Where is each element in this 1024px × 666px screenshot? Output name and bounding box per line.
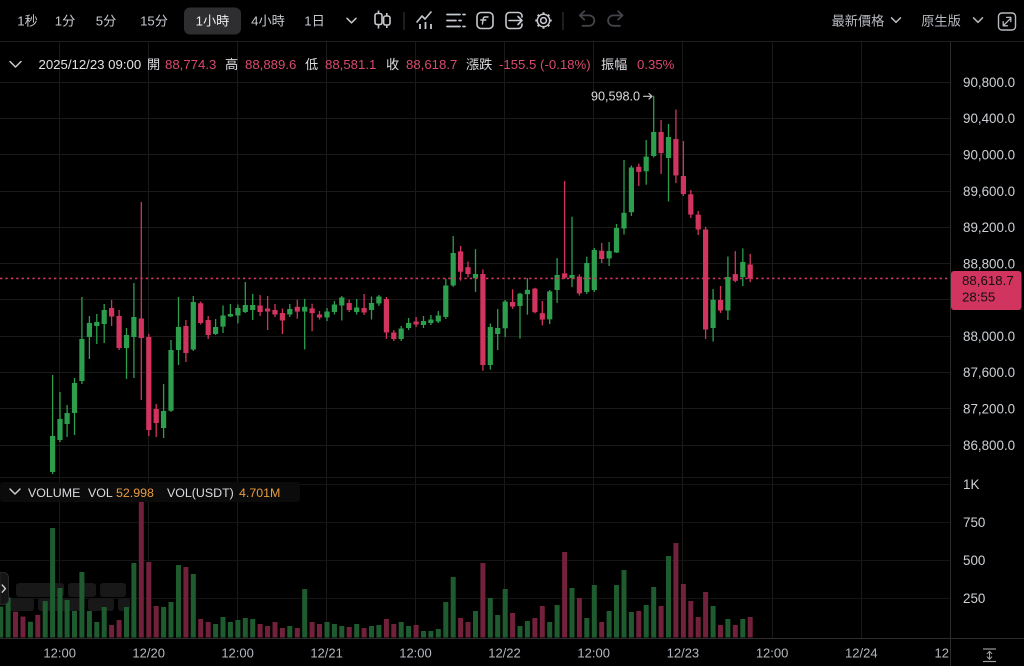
svg-text:振幅: 振幅 [601, 57, 627, 72]
svg-text:88,581.1: 88,581.1 [325, 57, 376, 72]
svg-text:750: 750 [963, 515, 985, 530]
svg-text:88,618.7: 88,618.7 [962, 273, 1014, 288]
svg-text:1秒: 1秒 [17, 14, 38, 29]
svg-text:90,800.0: 90,800.0 [963, 75, 1015, 90]
svg-text:52.998: 52.998 [116, 486, 154, 500]
svg-text:12/20: 12/20 [132, 646, 165, 661]
svg-text:12: 12 [935, 646, 949, 661]
svg-text:15分: 15分 [140, 14, 168, 29]
svg-text:90,400.0: 90,400.0 [963, 111, 1015, 126]
svg-text:90,598.0: 90,598.0 [591, 90, 640, 104]
svg-text:88,889.6: 88,889.6 [245, 57, 296, 72]
svg-text:89,600.0: 89,600.0 [963, 184, 1015, 199]
svg-text:28:55: 28:55 [962, 290, 995, 305]
svg-text:VOL: VOL [88, 486, 113, 500]
svg-text:1小時: 1小時 [196, 14, 230, 29]
svg-text:1日: 1日 [304, 14, 325, 29]
svg-text:89,200.0: 89,200.0 [963, 220, 1015, 235]
svg-text:0.35%: 0.35% [637, 57, 675, 72]
svg-text:12/22: 12/22 [488, 646, 521, 661]
svg-text:87,600.0: 87,600.0 [963, 365, 1015, 380]
svg-text:最新價格: 最新價格 [832, 14, 885, 29]
svg-text:12/24: 12/24 [845, 646, 878, 661]
svg-text:高: 高 [225, 56, 238, 72]
svg-text:開: 開 [147, 57, 160, 72]
svg-text:收: 收 [386, 57, 399, 72]
svg-text:4.701M: 4.701M [239, 486, 280, 500]
svg-text:12/21: 12/21 [310, 646, 343, 661]
svg-text:12:00: 12:00 [43, 646, 76, 661]
svg-text:12:00: 12:00 [399, 646, 432, 661]
svg-text:88,000.0: 88,000.0 [963, 329, 1015, 344]
svg-text:90,000.0: 90,000.0 [963, 148, 1015, 163]
svg-text:87,200.0: 87,200.0 [963, 402, 1015, 417]
svg-text:86,800.0: 86,800.0 [963, 438, 1015, 453]
svg-text:1分: 1分 [55, 14, 76, 29]
svg-text:VOL(USDT): VOL(USDT) [167, 486, 234, 500]
svg-text:1K: 1K [963, 477, 979, 492]
svg-text:500: 500 [963, 553, 985, 568]
svg-text:VOLUME: VOLUME [28, 486, 80, 500]
svg-text:250: 250 [963, 591, 985, 606]
svg-text:88,800.0: 88,800.0 [963, 256, 1015, 271]
svg-text:5分: 5分 [96, 14, 117, 29]
svg-text:原生版: 原生版 [921, 14, 961, 29]
svg-text:4小時: 4小時 [251, 14, 285, 29]
svg-text:低: 低 [305, 57, 318, 72]
svg-text:2025/12/23 09:00: 2025/12/23 09:00 [39, 57, 142, 72]
svg-text:88,618.7: 88,618.7 [406, 57, 457, 72]
svg-text:88,774.3: 88,774.3 [165, 57, 216, 72]
svg-text:漲跌: 漲跌 [466, 57, 492, 72]
svg-text:12:00: 12:00 [756, 646, 789, 661]
svg-text:-155.5 (-0.18%): -155.5 (-0.18%) [499, 57, 591, 72]
svg-text:12:00: 12:00 [577, 646, 610, 661]
svg-text:12/23: 12/23 [667, 646, 700, 661]
svg-text:12:00: 12:00 [221, 646, 254, 661]
